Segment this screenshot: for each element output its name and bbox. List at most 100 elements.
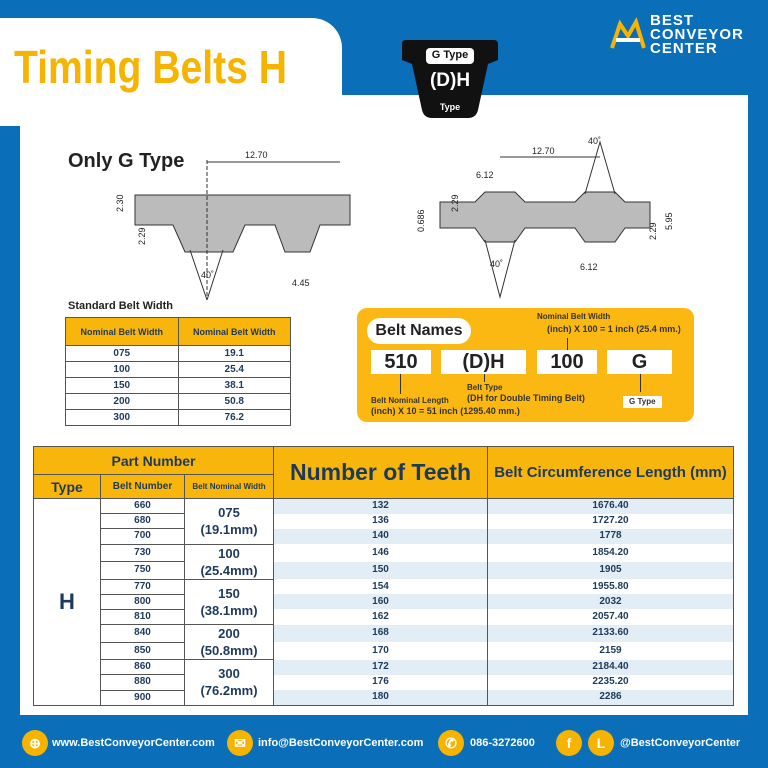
dim-top-angle: 40˚	[588, 136, 601, 146]
table-row: H 660 075 (19.1mm) 132 1676.40	[33, 497, 734, 706]
standard-width-row: 150 38.1	[65, 377, 291, 394]
teeth-cell: 170	[273, 642, 488, 660]
teeth-cell: 146	[273, 544, 488, 562]
teeth-cell: 180	[273, 690, 488, 706]
table-row: 860 300 (76.2mm) 172 2184.40	[34, 659, 734, 706]
header-belt-number: Belt Number	[100, 474, 185, 499]
header-width-mm: Nominal Belt Width	[177, 317, 291, 346]
type-desc: (DH for Double Timing Belt)	[467, 393, 585, 403]
circumference-cell: 2235.20	[487, 674, 734, 690]
badge-dh: (D)H	[429, 70, 471, 91]
dim-total: 5.95	[664, 212, 674, 230]
standard-width-row: 200 50.8	[65, 393, 291, 410]
belt-number-cell: 730	[100, 543, 185, 563]
globe-icon: ⊕	[22, 730, 48, 756]
dim-bottom-width: 6.12	[580, 262, 598, 272]
width-label: Nominal Belt Width	[537, 312, 611, 321]
circumference-cell: 2286	[487, 690, 734, 706]
conveyor-logo-icon	[610, 16, 646, 49]
header-width: Belt Nominal Width	[184, 474, 274, 499]
teeth-cell: 162	[273, 609, 488, 625]
circumference-cell: 1727.20	[487, 513, 734, 529]
dim-pitch: 12.70	[245, 150, 268, 160]
belt-number-cell: 680	[100, 513, 185, 530]
single-belt-diagram: 12.70 2.30 2.29 40˚ 4.45	[115, 150, 351, 300]
line-icon[interactable]: L	[588, 730, 614, 756]
teeth-cell: 150	[273, 561, 488, 580]
circumference-cell: 2032	[487, 594, 734, 610]
brand-logo: BEST CONVEYOR CENTER	[608, 12, 758, 62]
width-mm-cell: 38.1	[177, 377, 291, 394]
standard-width-row: 300 76.2	[65, 409, 291, 426]
table-row: 750 150 1905	[34, 561, 734, 580]
belt-number-cell: 900	[100, 689, 185, 706]
belt-number-cell: 850	[100, 641, 185, 661]
length-label: Belt Nominal Length	[371, 396, 449, 405]
width-mm: (25.4mm)	[200, 562, 258, 578]
logo-line-3: CENTER	[650, 40, 718, 57]
dim-tooth-w: 4.45	[292, 278, 310, 288]
circumference-cell: 2057.40	[487, 609, 734, 625]
teeth-cell: 176	[273, 674, 488, 690]
circumference-cell: 2184.40	[487, 659, 734, 675]
table-row: 900 180 2286	[34, 689, 734, 706]
circumference-cell: 2133.60	[487, 624, 734, 643]
width-code-cell: 150	[65, 377, 179, 394]
circumference-cell: 1676.40	[487, 498, 734, 514]
belt-width-cell: 200 (50.8mm)	[184, 624, 274, 661]
width-code: 200	[218, 626, 240, 642]
dim-top-h: 2.29	[450, 194, 460, 212]
footer-contact-bar: ⊕ www.BestConveyorCenter.com ✉ info@Best…	[0, 728, 768, 760]
belt-names-panel: Belt Names Nominal Belt Width (inch) X 1…	[357, 308, 694, 422]
width-code-cell: 200	[65, 393, 179, 410]
belt-number-cell: 770	[100, 578, 185, 595]
logo-line-2: CONVEYOR	[650, 26, 744, 43]
teeth-cell: 140	[273, 528, 488, 545]
width-code: 100	[218, 545, 240, 561]
main-spec-table: Part Number Number of Teeth Belt Circumf…	[33, 446, 734, 706]
width-code-cell: 075	[65, 345, 179, 362]
title-tab	[0, 18, 342, 126]
dim-bottom-angle: 40˚	[490, 259, 503, 269]
table-row: 840 200 (50.8mm) 168 2133.60	[34, 624, 734, 661]
width-mm: (76.2mm)	[200, 683, 258, 699]
email-link[interactable]: info@BestConveyorCenter.com	[258, 737, 424, 749]
length-desc: (inch) X 10 = 51 inch (1295.40 mm.)	[371, 406, 520, 416]
belt-width-cell: 075 (19.1mm)	[184, 498, 274, 545]
table-row: 700 140 1778	[34, 528, 734, 545]
header-type: Type	[33, 474, 101, 499]
part-width: 100	[537, 350, 597, 374]
teeth-cell: 154	[273, 579, 488, 595]
standard-width-row: 100 25.4	[65, 361, 291, 378]
table-row: 800 160 2032	[34, 593, 734, 610]
width-code: 075	[218, 505, 240, 521]
belt-number-cell: 860	[100, 659, 185, 676]
facebook-icon[interactable]: f	[556, 730, 582, 756]
table-row: 810 162 2057.40	[34, 608, 734, 626]
phone-number[interactable]: 086-3272600	[470, 737, 535, 749]
header-width-code: Nominal Belt Width	[65, 317, 179, 346]
teeth-cell: 136	[273, 513, 488, 529]
dim-top-width: 6.12	[476, 170, 494, 180]
circumference-cell: 2159	[487, 642, 734, 660]
width-mm-cell: 25.4	[177, 361, 291, 378]
part-type: (D)H	[441, 350, 526, 374]
header-circumference: Belt Circumference Length (mm)	[487, 446, 734, 499]
dim-tooth-h: 2.29	[137, 227, 147, 245]
teeth-cell: 172	[273, 659, 488, 675]
width-mm-cell: 76.2	[177, 409, 291, 426]
table-row: 850 170 2159	[34, 641, 734, 661]
type-badge: G Type (D)H Type	[398, 40, 502, 118]
width-desc: (inch) X 100 = 1 inch (25.4 mm.)	[547, 324, 681, 334]
dim-land: 0.686	[416, 209, 426, 232]
website-link[interactable]: www.BestConveyorCenter.com	[52, 737, 215, 749]
double-belt-diagram: 40˚ 12.70 6.12 2.29 0.686 40˚ 6.12 2.29 …	[416, 136, 674, 299]
g-type-tag: G Type	[623, 396, 662, 408]
badge-g-type: G Type	[431, 49, 469, 61]
width-mm: (38.1mm)	[200, 602, 258, 618]
width-mm: (50.8mm)	[200, 643, 258, 659]
belt-number-cell: 660	[100, 497, 185, 515]
social-handle[interactable]: @BestConveyorCenter	[620, 737, 741, 749]
only-g-type-label: Only G Type	[68, 150, 185, 172]
standard-width-row: 075 19.1	[65, 345, 291, 362]
